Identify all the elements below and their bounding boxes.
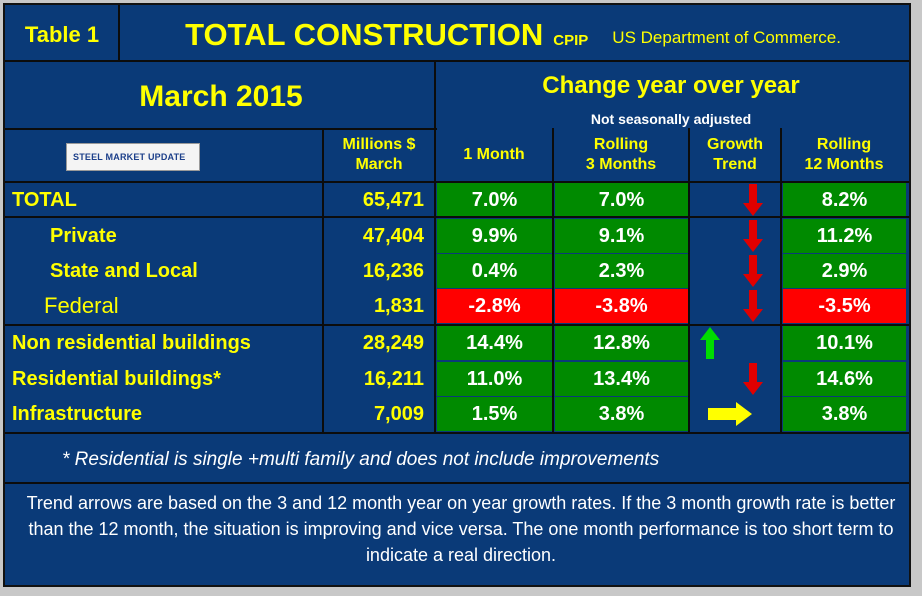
col-header-rolling-12-line2: 12 Months	[804, 156, 884, 173]
row-value: 16,211	[363, 367, 424, 390]
pct-cell-m3: 3.8%	[555, 397, 688, 431]
steel-market-update-logo: STEEL MARKET UPDATE	[66, 143, 200, 171]
grid-line	[322, 128, 324, 433]
pct-cell-m1: 14.4%	[437, 326, 552, 360]
pct-cell-m3: 12.8%	[555, 326, 688, 360]
row-label: State and Local	[50, 259, 198, 282]
col-header-millions-line1: Millions $	[342, 136, 416, 153]
grid-line	[118, 5, 120, 61]
col-header-rolling-12-line1: Rolling	[816, 136, 872, 153]
row-value: 65,471	[362, 188, 424, 211]
col-header-growth-trend-line1: Growth	[707, 136, 763, 153]
col-header-growth-trend-line2: Trend	[713, 156, 757, 173]
row-value: 47,404	[362, 224, 424, 247]
col-header-rolling-3-line1: Rolling	[593, 136, 649, 153]
col-header-growth-trend: Growth Trend	[690, 130, 780, 180]
pct-cell-m3: 7.0%	[555, 183, 688, 217]
footnote: * Residential is single +multi family an…	[62, 449, 660, 470]
pct-cell-m12: 2.9%	[783, 254, 906, 288]
grid-line	[434, 60, 436, 433]
pct-cell-m1: 1.5%	[437, 397, 552, 431]
trend-arrow-down-icon	[690, 362, 780, 396]
pct-cell-m12: 8.2%	[783, 183, 906, 217]
col-header-rolling-3-line2: 3 Months	[585, 156, 657, 173]
pct-cell-m1: -2.8%	[437, 289, 552, 323]
col-header-1-month: 1 Month	[463, 146, 525, 163]
row-value: 16,236	[362, 259, 424, 282]
grid-line	[5, 60, 909, 62]
pct-cell-m12: -3.5%	[783, 289, 906, 323]
change-subtitle: Not seasonally adjusted	[590, 111, 752, 127]
grid-line	[5, 181, 909, 183]
pct-cell-m1: 7.0%	[437, 183, 552, 217]
pct-cell-m3: -3.8%	[555, 289, 688, 323]
trend-arrow-down-icon	[690, 254, 780, 288]
pct-cell-m3: 13.4%	[555, 362, 688, 396]
trend-arrow-right-icon	[690, 397, 780, 431]
grid-line	[5, 216, 909, 218]
trend-arrow-down-icon	[690, 219, 780, 253]
pct-cell-m12: 3.8%	[783, 397, 906, 431]
row-label: Private	[50, 224, 117, 247]
row-value: 7,009	[373, 402, 424, 425]
row-label: Residential buildings*	[12, 367, 221, 390]
source-text: US Department of Commerce.	[612, 28, 841, 47]
title-text: TOTAL CONSTRUCTION	[185, 17, 544, 52]
row-value: 28,249	[362, 331, 424, 354]
pct-cell-m3: 2.3%	[555, 254, 688, 288]
col-header-millions-line2: March	[355, 156, 403, 173]
source-code: CPIP	[553, 31, 589, 49]
trend-arrow-down-icon	[690, 183, 780, 217]
row-label: Infrastructure	[12, 402, 143, 425]
grid-line	[688, 128, 690, 433]
grid-line	[5, 482, 909, 484]
logo-text: STEEL MARKET UPDATE	[73, 152, 186, 162]
pct-cell-m1: 9.9%	[437, 219, 552, 253]
row-label: TOTAL	[12, 188, 77, 211]
period-title: March 2015	[139, 80, 303, 113]
grid-line	[780, 128, 782, 433]
grid-line	[5, 432, 909, 434]
col-header-rolling-3: Rolling 3 Months	[554, 130, 688, 180]
row-label: Non residential buildings	[12, 331, 251, 354]
change-title: Change year over year	[542, 72, 800, 99]
pct-cell-m12: 11.2%	[783, 219, 906, 253]
grid-line	[552, 128, 554, 433]
trend-note: Trend arrows are based on the 3 and 12 m…	[26, 493, 896, 565]
col-header-rolling-12: Rolling 12 Months	[782, 130, 906, 180]
grid-line	[5, 324, 909, 326]
table-title: TOTAL CONSTRUCTION CPIP US Department of…	[120, 10, 906, 60]
trend-arrow-down-icon	[690, 289, 780, 323]
row-label: Federal	[44, 293, 119, 318]
trend-arrow-up-icon	[690, 326, 780, 360]
grid-line	[5, 128, 437, 130]
col-header-millions: Millions $ March	[324, 130, 434, 180]
table-label: Table 1	[24, 22, 100, 47]
pct-cell-m12: 10.1%	[783, 326, 906, 360]
pct-cell-m3: 9.1%	[555, 219, 688, 253]
pct-cell-m12: 14.6%	[783, 362, 906, 396]
pct-cell-m1: 11.0%	[437, 362, 552, 396]
row-value: 1,831	[373, 294, 424, 317]
pct-cell-m1: 0.4%	[437, 254, 552, 288]
